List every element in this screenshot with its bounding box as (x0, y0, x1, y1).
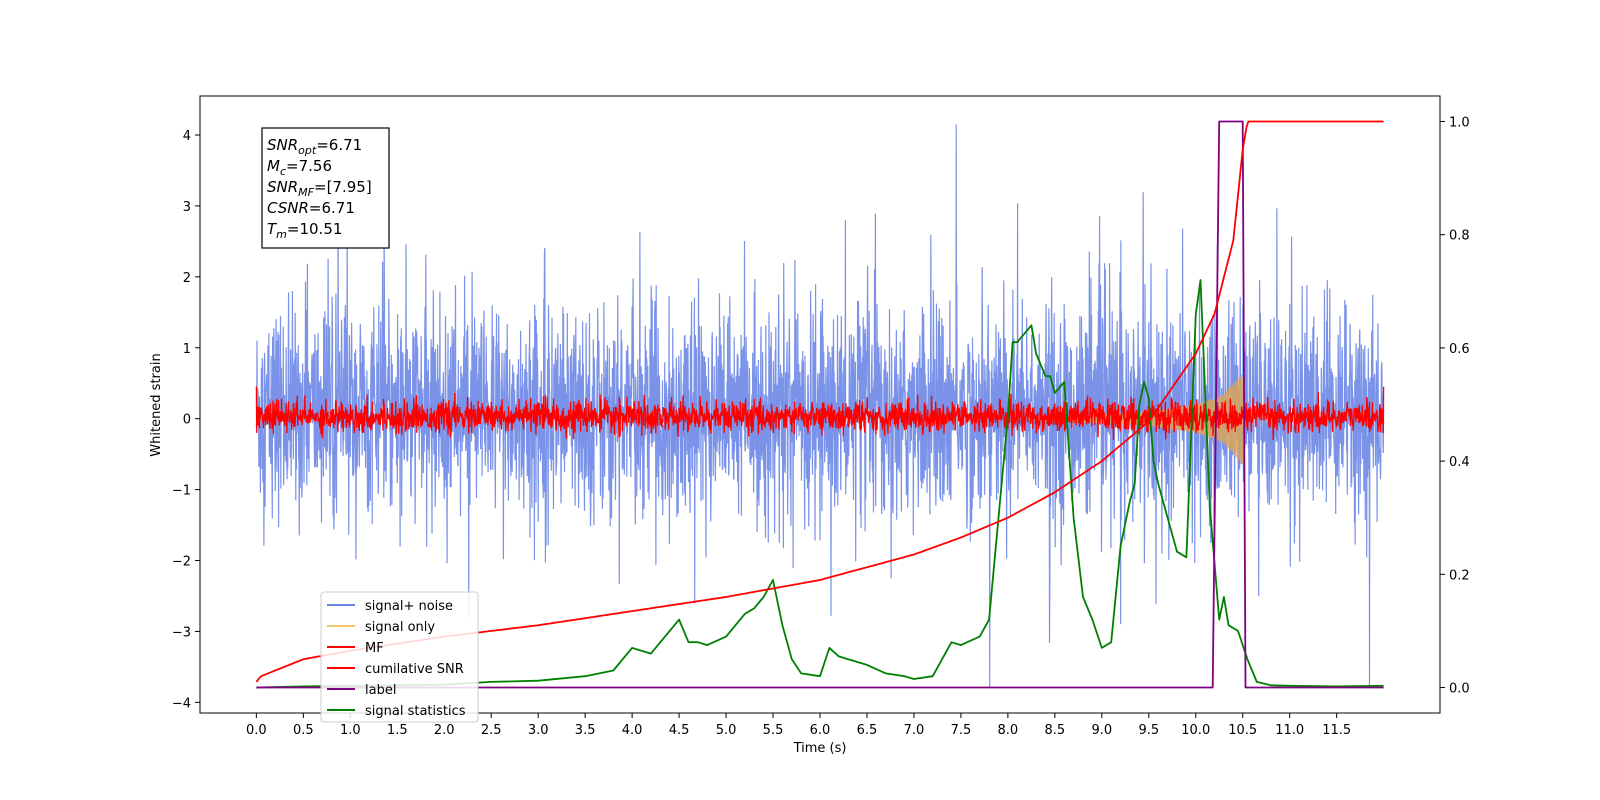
x-tick-label: 0.0 (246, 723, 267, 738)
x-tick-label: 9.0 (1091, 723, 1112, 738)
legend-label: signal statistics (365, 704, 466, 719)
y-right-tick-label: 0.2 (1449, 568, 1470, 583)
y-left-tick-label: 1 (183, 342, 191, 357)
x-tick-label: 11.0 (1275, 723, 1304, 738)
x-tick-label: 5.0 (716, 723, 737, 738)
y-right-tick-label: 0.4 (1449, 455, 1470, 470)
y-axis-title: Whitened strain (149, 353, 164, 456)
legend-label: cumilative SNR (365, 662, 464, 677)
legend-frame (320, 591, 479, 723)
y-left-tick-label: 3 (183, 200, 191, 215)
x-tick-label: 5.5 (763, 723, 784, 738)
y-right-tick-label: 0.0 (1449, 682, 1470, 697)
legend-label: signal only (365, 620, 435, 635)
x-tick-label: 8.5 (1045, 723, 1066, 738)
series-mf (255, 386, 1385, 441)
x-tick-label: 10.0 (1181, 723, 1210, 738)
info-line: SNRMF=[7.95] (267, 178, 372, 199)
info-box-frame (261, 127, 390, 249)
x-tick-label: 3.5 (575, 723, 596, 738)
y-right-tick-label: 0.6 (1449, 342, 1470, 357)
info-line: Tm=10.51 (267, 220, 342, 241)
x-tick-label: 7.0 (904, 723, 925, 738)
x-tick-label: 9.5 (1138, 723, 1159, 738)
y-left-tick-label: 4 (183, 129, 191, 144)
series-label (256, 120, 1384, 689)
legend-label: MF (365, 641, 384, 656)
legend-label: signal+ noise (365, 599, 453, 614)
x-tick-label: 0.5 (293, 723, 314, 738)
info-line: CSNR=6.71 (267, 199, 355, 217)
y-axis-right: 0.0 0.2 0.4 0.6 0.8 1.0 (1440, 115, 1470, 697)
series-signal-noise (255, 124, 1385, 688)
x-axis-title: Time (s) (793, 741, 847, 756)
x-tick-label: 6.5 (857, 723, 878, 738)
x-axis: 0.0 0.5 1.0 1.5 2.0 2.5 3.0 3.5 4.0 4.5 5.0 5.5 6.0 6… (246, 713, 1351, 738)
x-tick-label: 3.0 (528, 723, 549, 738)
y-left-tick-label: 2 (183, 271, 191, 286)
x-tick-label: 2.5 (481, 723, 502, 738)
x-tick-label: 11.5 (1322, 723, 1351, 738)
plot-series-group (255, 120, 1385, 689)
y-right-tick-label: 0.8 (1449, 229, 1470, 244)
legend-label: label (365, 683, 396, 698)
info-line: SNRopt=6.71 (267, 136, 362, 157)
y-left-tick-label: −4 (172, 696, 191, 711)
x-tick-label: 4.5 (669, 723, 690, 738)
x-tick-label: 1.5 (387, 723, 408, 738)
x-tick-label: 2.0 (434, 723, 455, 738)
y-right-tick-label: 1.0 (1449, 115, 1470, 130)
x-tick-label: 10.5 (1228, 723, 1257, 738)
y-left-tick-label: 0 (183, 413, 191, 428)
legend: signal+ noise signal only MF cumilative SNR… (320, 591, 479, 723)
x-tick-label: 8.0 (998, 723, 1019, 738)
x-tick-label: 1.0 (340, 723, 361, 738)
y-left-tick-label: −1 (172, 484, 191, 499)
series-signal-statistics (256, 279, 1384, 689)
y-left-tick-label: −2 (172, 555, 191, 570)
x-tick-label: 4.0 (622, 723, 643, 738)
y-left-tick-label: −3 (172, 625, 191, 640)
x-tick-label: 6.0 (810, 723, 831, 738)
y-axis-left: −4 −3 −2 −1 0 1 2 3 4 (172, 129, 200, 711)
info-line: Mc=7.56 (267, 157, 332, 178)
x-tick-label: 7.5 (951, 723, 972, 738)
